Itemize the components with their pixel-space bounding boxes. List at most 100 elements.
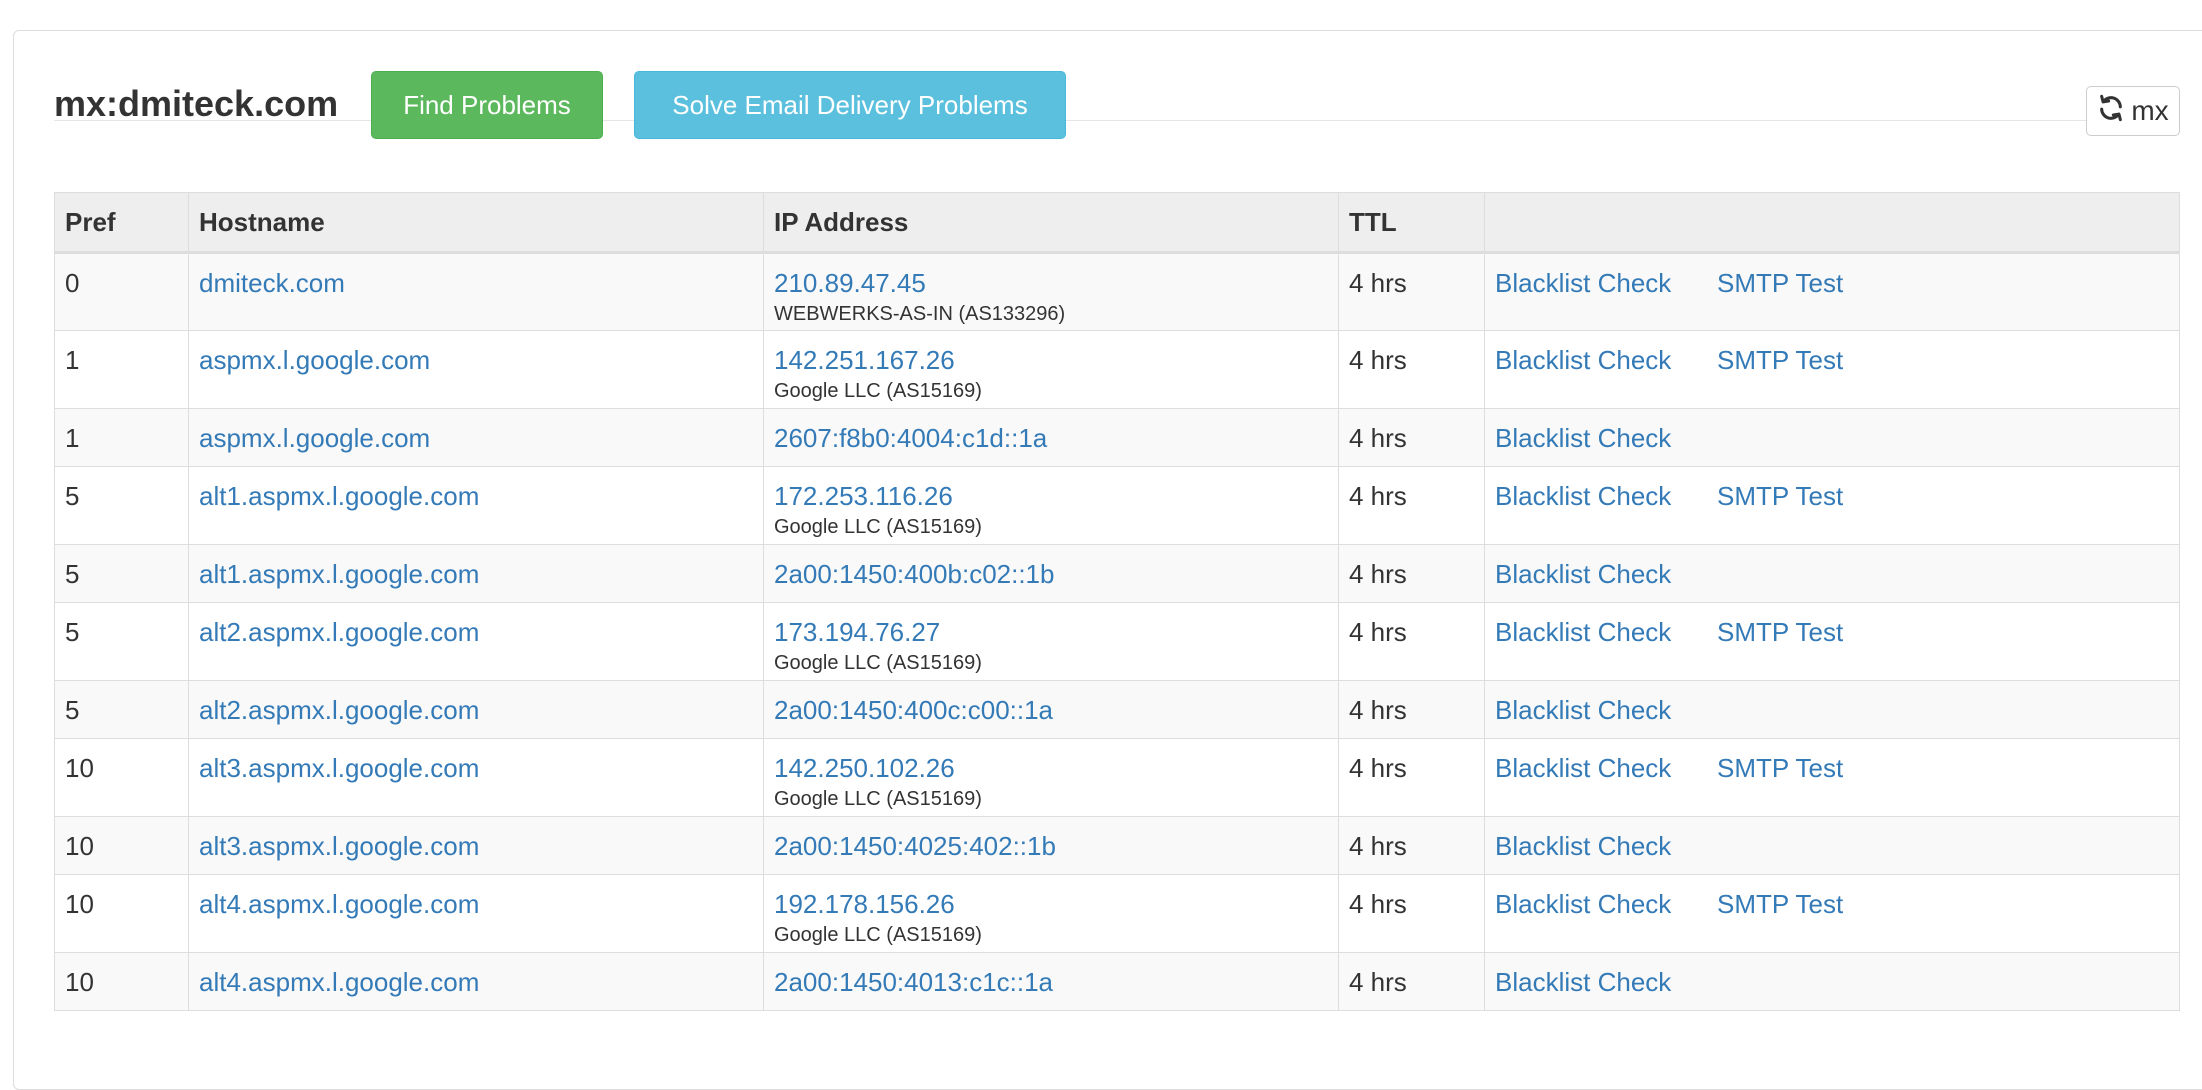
blacklist-check-link[interactable]: Blacklist Check <box>1495 559 1672 589</box>
blacklist-check-link[interactable]: Blacklist Check <box>1495 753 1672 783</box>
hostname-cell: alt4.aspmx.l.google.com <box>188 952 764 1011</box>
table-row: 10 alt3.aspmx.l.google.com 142.250.102.26 G… <box>54 738 2180 817</box>
table-row: 1 aspmx.l.google.com 142.251.167.26 Google … <box>54 330 2180 409</box>
hostname-cell: alt1.aspmx.l.google.com <box>188 544 764 603</box>
asn-label: Google LLC (AS15169) <box>774 788 982 810</box>
ttl-cell: 4 hrs <box>1338 252 1485 331</box>
blacklist-check-link[interactable]: Blacklist Check <box>1495 967 1672 997</box>
asn-label: Google LLC (AS15169) <box>774 380 982 402</box>
ip-address-link[interactable]: 172.253.116.26 <box>774 481 953 511</box>
hostname-link[interactable]: alt3.aspmx.l.google.com <box>199 753 480 783</box>
pref-cell: 10 <box>54 952 189 1011</box>
smtp-test-link[interactable]: SMTP Test <box>1717 268 1844 298</box>
ttl-cell: 4 hrs <box>1338 952 1485 1011</box>
hostname-cell: alt1.aspmx.l.google.com <box>188 466 764 545</box>
actions-cell: Blacklist Check <box>1484 544 2180 603</box>
ip-address-link[interactable]: 2a00:1450:4025:402::1b <box>774 831 1056 861</box>
actions-cell: Blacklist Check <box>1484 952 2180 1011</box>
hostname-link[interactable]: dmiteck.com <box>199 268 345 298</box>
hostname-link[interactable]: alt3.aspmx.l.google.com <box>199 831 480 861</box>
hostname-link[interactable]: alt1.aspmx.l.google.com <box>199 559 480 589</box>
table-row: 10 alt4.aspmx.l.google.com 2a00:1450:4013:… <box>54 952 2180 1011</box>
asn-label: WEBWERKS-AS-IN (AS133296) <box>774 303 1066 325</box>
blacklist-check-link[interactable]: Blacklist Check <box>1495 695 1672 725</box>
smtp-test-link[interactable]: SMTP Test <box>1717 617 1844 647</box>
pref-cell: 5 <box>54 544 189 603</box>
pref-cell: 1 <box>54 408 189 467</box>
pref-cell: 10 <box>54 816 189 875</box>
ttl-cell: 4 hrs <box>1338 466 1485 545</box>
hostname-cell: alt4.aspmx.l.google.com <box>188 874 764 953</box>
actions-cell: Blacklist Check <box>1484 816 2180 875</box>
hostname-link[interactable]: alt2.aspmx.l.google.com <box>199 617 480 647</box>
blacklist-check-link[interactable]: Blacklist Check <box>1495 345 1672 375</box>
pref-cell: 1 <box>54 330 189 409</box>
actions-cell: Blacklist Check <box>1484 680 2180 739</box>
hostname-link[interactable]: alt2.aspmx.l.google.com <box>199 695 480 725</box>
hostname-link[interactable]: aspmx.l.google.com <box>199 345 431 375</box>
smtp-test-link[interactable]: SMTP Test <box>1717 345 1844 375</box>
smtp-test-link[interactable]: SMTP Test <box>1717 753 1844 783</box>
ip-address-cell: 173.194.76.27 Google LLC (AS15169) <box>763 602 1339 681</box>
hostname-link[interactable]: aspmx.l.google.com <box>199 423 431 453</box>
table-row: 10 alt4.aspmx.l.google.com 192.178.156.26 G… <box>54 874 2180 953</box>
ip-address-link[interactable]: 2a00:1450:400c:c00::1a <box>774 695 1054 725</box>
table-row: 5 alt2.aspmx.l.google.com 173.194.76.27 Goo… <box>54 602 2180 681</box>
actions-cell: Blacklist Check SMTP Test <box>1484 466 2180 545</box>
hostname-cell: alt3.aspmx.l.google.com <box>188 816 764 875</box>
ip-address-cell: 2a00:1450:4013:c1c::1a <box>763 952 1339 1011</box>
mx-records-table: Pref Hostname IP Address TTL 0 dmiteck.co… <box>54 192 2180 1011</box>
ip-address-cell: 2a00:1450:400b:c02::1b <box>763 544 1339 603</box>
blacklist-check-link[interactable]: Blacklist Check <box>1495 889 1672 919</box>
ttl-cell: 4 hrs <box>1338 680 1485 739</box>
ip-address-link[interactable]: 2a00:1450:4013:c1c::1a <box>774 967 1054 997</box>
column-header-ttl: TTL <box>1338 192 1485 254</box>
hostname-link[interactable]: alt4.aspmx.l.google.com <box>199 889 480 919</box>
ip-address-cell: 2a00:1450:4025:402::1b <box>763 816 1339 875</box>
pref-cell: 5 <box>54 680 189 739</box>
ttl-cell: 4 hrs <box>1338 408 1485 467</box>
hostname-link[interactable]: alt4.aspmx.l.google.com <box>199 967 480 997</box>
table-row: 10 alt3.aspmx.l.google.com 2a00:1450:4025:… <box>54 816 2180 875</box>
hostname-cell: alt3.aspmx.l.google.com <box>188 738 764 817</box>
blacklist-check-link[interactable]: Blacklist Check <box>1495 268 1672 298</box>
refresh-icon <box>2097 94 2125 129</box>
asn-label: Google LLC (AS15169) <box>774 516 982 538</box>
ip-address-link[interactable]: 2a00:1450:400b:c02::1b <box>774 559 1055 589</box>
ttl-cell: 4 hrs <box>1338 544 1485 603</box>
asn-label: Google LLC (AS15169) <box>774 652 982 674</box>
actions-cell: Blacklist Check SMTP Test <box>1484 602 2180 681</box>
blacklist-check-link[interactable]: Blacklist Check <box>1495 423 1672 453</box>
smtp-test-link[interactable]: SMTP Test <box>1717 481 1844 511</box>
page-header: mx:dmiteck.com Find Problems Solve Email… <box>54 40 2180 139</box>
pref-cell: 0 <box>54 252 189 331</box>
ip-address-link[interactable]: 210.89.47.45 <box>774 268 926 298</box>
pref-cell: 5 <box>54 466 189 545</box>
asn-label: Google LLC (AS15169) <box>774 924 982 946</box>
ttl-cell: 4 hrs <box>1338 330 1485 409</box>
table-row: 5 alt2.aspmx.l.google.com 2a00:1450:400c:c… <box>54 680 2180 739</box>
actions-cell: Blacklist Check SMTP Test <box>1484 874 2180 953</box>
ip-address-link[interactable]: 192.178.156.26 <box>774 889 955 919</box>
hostname-link[interactable]: alt1.aspmx.l.google.com <box>199 481 480 511</box>
solve-email-delivery-problems-button[interactable]: Solve Email Delivery Problems <box>634 71 1066 139</box>
ip-address-link[interactable]: 142.250.102.26 <box>774 753 955 783</box>
ip-address-link[interactable]: 173.194.76.27 <box>774 617 941 647</box>
blacklist-check-link[interactable]: Blacklist Check <box>1495 481 1672 511</box>
ip-address-link[interactable]: 2607:f8b0:4004:c1d::1a <box>774 423 1048 453</box>
smtp-test-link[interactable]: SMTP Test <box>1717 889 1844 919</box>
ip-address-cell: 142.250.102.26 Google LLC (AS15169) <box>763 738 1339 817</box>
ip-address-cell: 2607:f8b0:4004:c1d::1a <box>763 408 1339 467</box>
find-problems-button[interactable]: Find Problems <box>371 71 603 139</box>
ttl-cell: 4 hrs <box>1338 602 1485 681</box>
column-header-ip-address: IP Address <box>763 192 1339 254</box>
blacklist-check-link[interactable]: Blacklist Check <box>1495 831 1672 861</box>
ip-address-link[interactable]: 142.251.167.26 <box>774 345 955 375</box>
refresh-button[interactable]: mx <box>2086 86 2180 136</box>
pref-cell: 10 <box>54 738 189 817</box>
blacklist-check-link[interactable]: Blacklist Check <box>1495 617 1672 647</box>
column-header-hostname: Hostname <box>188 192 764 254</box>
column-header-pref: Pref <box>54 192 189 254</box>
refresh-button-label: mx <box>2131 95 2169 126</box>
actions-cell: Blacklist Check SMTP Test <box>1484 252 2180 331</box>
